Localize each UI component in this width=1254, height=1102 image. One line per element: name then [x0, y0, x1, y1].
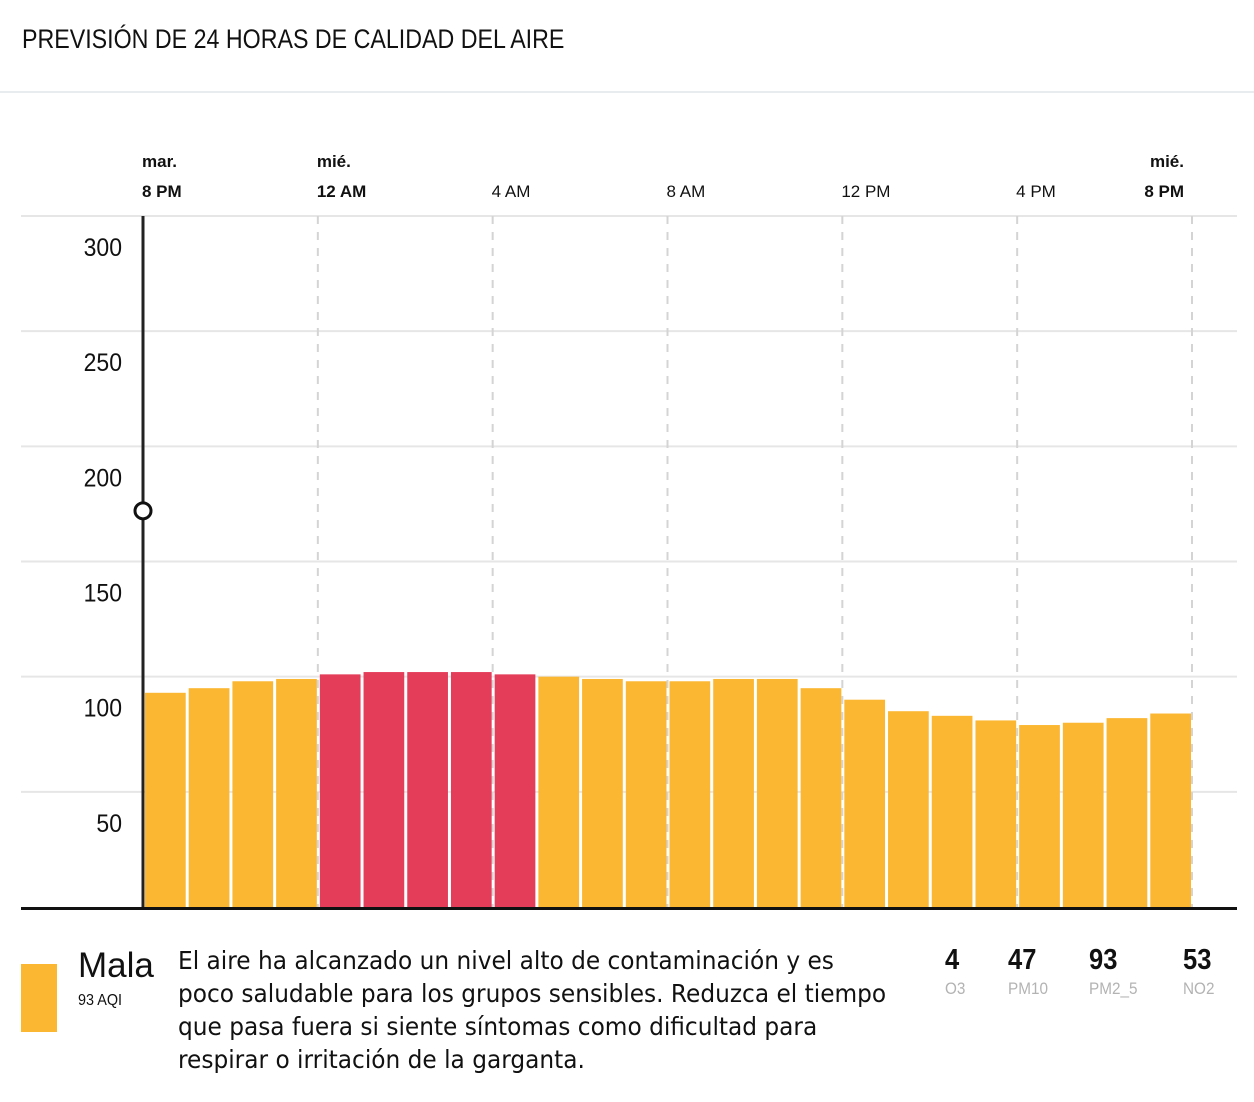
- pollutant-pm2-5: 93 PM2_5: [1089, 944, 1143, 999]
- pollutant-o3: 4 O3: [945, 944, 968, 999]
- aqi-bar: [625, 681, 667, 907]
- aqi-bar: [538, 676, 580, 907]
- aqi-bar: [669, 681, 711, 907]
- pollutants-list: 4 O3 47 PM10 93 PM2_5 53 NO2: [930, 944, 1230, 1024]
- aqi-bar: [276, 678, 317, 907]
- aqi-value: 93 AQI: [78, 992, 123, 1009]
- y-tick-label: 250: [84, 349, 122, 377]
- aqi-bar: [319, 674, 361, 907]
- current-time-indicator[interactable]: [133, 216, 153, 907]
- y-tick-label: 200: [84, 464, 122, 492]
- aqi-bar: [888, 711, 929, 907]
- pollutant-name: PM10: [1008, 979, 1048, 998]
- y-tick-label: 300: [84, 234, 122, 262]
- x-tick-day: mar.: [142, 152, 177, 171]
- aqi-bar: [1062, 722, 1104, 907]
- aqi-bar: [1106, 718, 1148, 907]
- x-tick-time: 8 PM: [1144, 182, 1184, 201]
- x-tick-day: mié.: [1150, 152, 1184, 171]
- pollutant-no2: 53 NO2: [1183, 944, 1218, 999]
- aqi-bar: [188, 688, 230, 907]
- aqi-forecast-chart: 50 100 150 200 250 300 mar. 8 PM mié. 12 AM 4 AM 8…: [21, 152, 1237, 910]
- aqi-bar: [931, 715, 973, 907]
- x-tick-time: 12 AM: [317, 182, 366, 201]
- bars: [145, 672, 1191, 907]
- aqi-bar: [975, 720, 1017, 907]
- time-gridlines: [316, 216, 1193, 907]
- y-tick-label: 50: [96, 810, 122, 838]
- aqi-bar: [1150, 713, 1191, 907]
- aqi-bar: [756, 678, 798, 907]
- x-tick-time: 4 PM: [1016, 182, 1056, 201]
- pollutant-name: NO2: [1183, 979, 1215, 998]
- pollutant-value: 93: [1089, 944, 1118, 976]
- aqi-bar: [582, 678, 623, 907]
- aqi-bar: [494, 674, 536, 907]
- pollutant-pm10: 47 PM10: [1008, 944, 1052, 999]
- x-tick-time: 8 AM: [667, 182, 706, 201]
- pollutant-name: PM2_5: [1089, 979, 1138, 998]
- y-tick-label: 100: [84, 695, 122, 723]
- aqi-bar: [450, 672, 492, 907]
- pollutant-value: 47: [1008, 944, 1037, 976]
- pollutant-name: O3: [945, 979, 966, 998]
- chart-title: PREVISIÓN DE 24 HORAS DE CALIDAD DEL AIR…: [22, 24, 565, 54]
- y-tick-label: 150: [84, 580, 122, 608]
- aqi-bar: [232, 681, 274, 907]
- x-tick-time: 8 PM: [142, 182, 182, 201]
- title-divider: [0, 91, 1254, 93]
- aqi-category: Mala: [78, 946, 154, 985]
- aqi-bar: [800, 688, 842, 907]
- aqi-bar: [713, 678, 754, 907]
- current-time-marker: [133, 501, 153, 521]
- aqi-bar: [1019, 725, 1060, 907]
- aqi-bar: [363, 672, 405, 907]
- category-color-swatch: [21, 964, 57, 1032]
- aqi-bar: [407, 672, 448, 907]
- x-axis-labels: mar. 8 PM mié. 12 AM 4 AM 8 AM 12 PM 4 PM mié. 8 …: [142, 152, 1184, 201]
- summary-panel: Mala 93 AQI El aire ha alcanzado un nive…: [0, 940, 1254, 1090]
- aqi-description: El aire ha alcanzado un nivel alto de co…: [178, 946, 887, 1074]
- pollutant-value: 4: [945, 944, 960, 976]
- y-axis-labels: 50 100 150 200 250 300: [84, 234, 122, 838]
- aqi-bar: [844, 699, 886, 907]
- pollutant-value: 53: [1183, 944, 1212, 976]
- x-tick-time: 12 PM: [841, 182, 890, 201]
- x-tick-day: mié.: [317, 152, 351, 171]
- aqi-bar: [145, 692, 186, 907]
- x-tick-time: 4 AM: [492, 182, 531, 201]
